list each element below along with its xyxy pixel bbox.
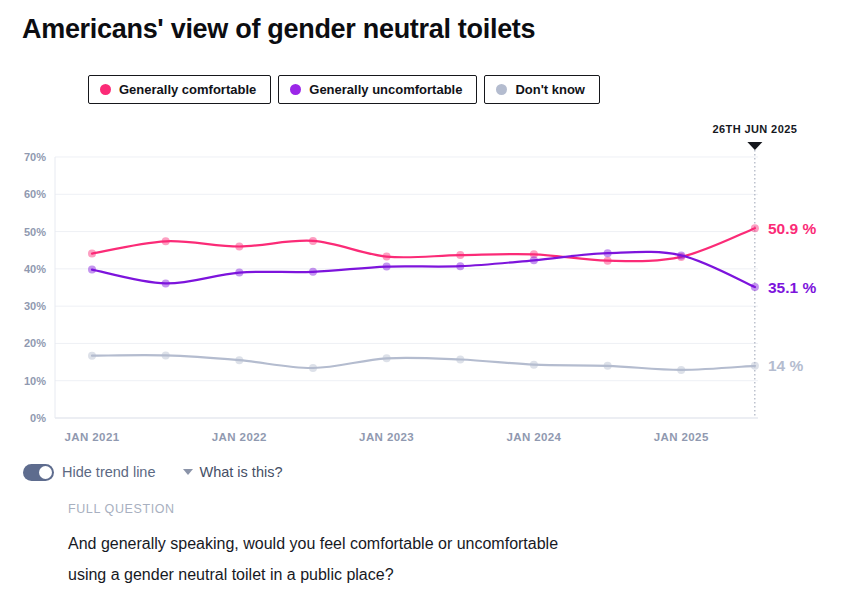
data-point[interactable] [383, 354, 391, 362]
y-axis-tick-label: 70% [24, 151, 46, 163]
legend-item-dont-know[interactable]: Don't know [484, 75, 600, 104]
legend-item-generally-comfortable[interactable]: Generally comfortable [88, 75, 271, 104]
x-axis-tick-label: JAN 2025 [654, 431, 709, 443]
data-point[interactable] [88, 250, 96, 258]
data-point[interactable] [162, 351, 170, 359]
y-axis-tick-label: 20% [24, 337, 46, 349]
data-point[interactable] [751, 224, 759, 232]
data-point[interactable] [456, 262, 464, 270]
data-point[interactable] [162, 279, 170, 287]
data-point[interactable] [235, 243, 243, 251]
latest-date-marker-icon [747, 142, 762, 150]
legend: Generally comfortable Generally uncomfor… [88, 75, 600, 104]
comfortable-series-dot-icon [100, 84, 111, 95]
x-axis-tick-label: JAN 2024 [506, 431, 561, 443]
dont-know-series-dot-icon [496, 84, 507, 95]
data-point[interactable] [309, 237, 317, 245]
data-point[interactable] [383, 253, 391, 261]
series-line [92, 228, 755, 261]
y-axis-tick-label: 40% [24, 263, 46, 275]
gender-neutral-toilets-chart-page: Americans' view of gender neutral toilet… [0, 0, 849, 590]
data-point[interactable] [677, 251, 685, 259]
help-label: What is this? [200, 464, 283, 480]
chevron-down-icon [183, 469, 193, 475]
legend-item-label: Don't know [515, 82, 585, 97]
data-point[interactable] [530, 361, 538, 369]
data-point[interactable] [751, 362, 759, 370]
uncomfortable-series-dot-icon [290, 84, 301, 95]
data-point[interactable] [88, 266, 96, 274]
data-point[interactable] [162, 237, 170, 245]
data-point[interactable] [235, 269, 243, 277]
data-point[interactable] [456, 356, 464, 364]
data-point[interactable] [235, 356, 243, 364]
legend-item-generally-uncomfortable[interactable]: Generally uncomfortable [278, 75, 477, 104]
data-point[interactable] [604, 362, 612, 370]
y-axis-tick-label: 60% [24, 188, 46, 200]
x-axis-tick-label: JAN 2022 [212, 431, 267, 443]
series-end-label: 14 % [768, 357, 804, 374]
data-point[interactable] [677, 366, 685, 374]
y-axis-tick-label: 10% [24, 375, 46, 387]
trend-chart: 0% 10% 20% 30% 40% 50% 60% 70% JAN 2021 JAN 2022 J… [0, 113, 849, 447]
data-point[interactable] [309, 268, 317, 276]
legend-item-label: Generally comfortable [119, 82, 256, 97]
data-point[interactable] [383, 263, 391, 271]
hide-trend-line-toggle[interactable] [23, 464, 54, 481]
series-end-label: 35.1 % [768, 279, 816, 296]
latest-date-annotation: 26TH JUN 2025 [713, 123, 798, 135]
data-point[interactable] [530, 256, 538, 264]
data-point[interactable] [604, 249, 612, 257]
data-point[interactable] [604, 257, 612, 265]
x-axis-tick-label: JAN 2023 [359, 431, 414, 443]
data-point[interactable] [88, 352, 96, 360]
page-title: Americans' view of gender neutral toilet… [22, 14, 535, 45]
x-axis-tick-label: JAN 2021 [65, 431, 120, 443]
toggle-label: Hide trend line [62, 464, 156, 480]
y-axis-tick-label: 0% [30, 412, 46, 424]
what-is-this-link[interactable]: What is this? [183, 464, 283, 480]
full-question-heading: FULL QUESTION [68, 502, 598, 516]
legend-item-label: Generally uncomfortable [309, 82, 462, 97]
y-axis-tick-label: 50% [24, 226, 46, 238]
full-question-section: FULL QUESTION And generally speaking, wo… [68, 502, 598, 590]
data-point[interactable] [309, 364, 317, 372]
trend-chart-svg: 0% 10% 20% 30% 40% 50% 60% 70% JAN 2021 JAN 2022 J… [0, 113, 849, 447]
series-end-label: 50.9 % [768, 220, 816, 237]
chart-controls: Hide trend line What is this? [23, 461, 283, 483]
data-point[interactable] [751, 283, 759, 291]
series-line [92, 355, 755, 370]
toggle-knob [39, 466, 52, 479]
full-question-text: And generally speaking, would you feel c… [68, 528, 590, 590]
y-axis-tick-label: 30% [24, 300, 46, 312]
data-point[interactable] [456, 251, 464, 259]
